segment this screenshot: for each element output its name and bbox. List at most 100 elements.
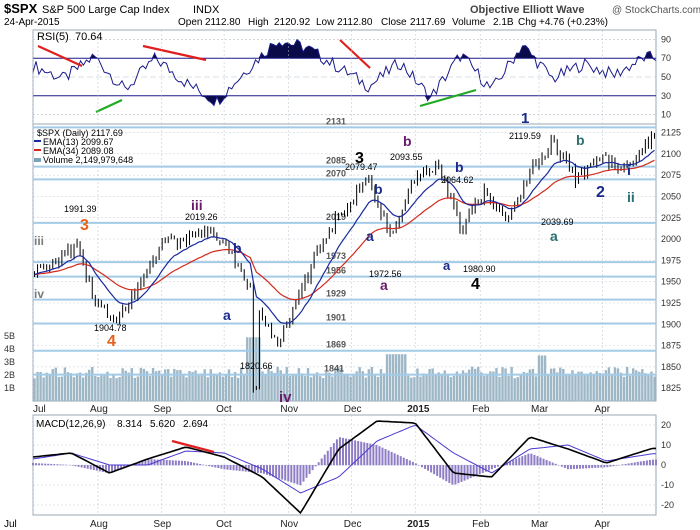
volume-bar (552, 368, 556, 401)
volume-bar (565, 374, 568, 401)
volume-bar (619, 372, 623, 401)
macd-histogram-bar (630, 462, 633, 466)
macd-tick-label: 20 (661, 420, 671, 430)
price-tick-label: 1900 (661, 319, 681, 329)
macd-histogram-bar (199, 463, 202, 466)
rsi-tick-label: 30 (661, 91, 671, 101)
volume-bar (236, 377, 240, 401)
volume-bar (407, 375, 410, 401)
volume-bar (51, 369, 54, 401)
volume-bar (580, 371, 583, 401)
rsi-tick-label: 70 (661, 53, 671, 63)
volume-bar (595, 371, 598, 401)
volume-bar (224, 374, 228, 401)
level-label: 2085 (326, 156, 346, 166)
volume-bar (81, 377, 85, 401)
volume-bar (106, 371, 109, 401)
x-tick-label: Aug (90, 519, 108, 530)
macd-histogram-bar (402, 457, 405, 466)
macd-histogram-bar (387, 450, 390, 466)
volume-bar (428, 368, 431, 401)
chart-symbol: $SPX (4, 1, 38, 16)
macd-tick-label: -10 (661, 480, 674, 490)
macd-histogram-bar (220, 465, 223, 469)
price-label-2079: 2079.47 (345, 162, 378, 172)
price-tick-label: 2075 (661, 170, 681, 180)
macd-tick-label: -20 (661, 500, 674, 510)
macd-histogram-bar (615, 465, 618, 466)
price-label-2019: 2019.26 (185, 212, 218, 222)
volume-bar (559, 367, 562, 401)
macd-histogram-bar (114, 465, 117, 472)
price-tick-label: 1850 (661, 362, 681, 372)
macd-histogram-bar (95, 465, 98, 471)
x-tick-label: Apr (594, 404, 610, 415)
volume-bar (45, 372, 48, 401)
macd-histogram-bar (496, 465, 499, 467)
macd-histogram-bar (71, 465, 74, 466)
macd-histogram-bar (41, 463, 44, 466)
rsi-layer (32, 38, 657, 115)
macd-histogram-bar (174, 460, 177, 466)
volume-bar (373, 374, 377, 401)
volume-bar (176, 370, 179, 401)
open-value: 2112.80 (205, 17, 241, 28)
chart-date: 24-Apr-2015 (4, 17, 60, 28)
macd-histogram-bar (518, 457, 521, 466)
volume-bar (94, 376, 97, 401)
macd-histogram-bar (475, 465, 478, 476)
macd-histogram-bar (621, 464, 624, 466)
wave-label-3-black: 3 (355, 150, 364, 167)
volume-bar (498, 376, 501, 401)
macd-histogram-bar (448, 465, 451, 483)
macd-histogram-bar (317, 462, 320, 466)
price-layer: 2131 2085 2070 2019 1973 1956 1929 1901 1869 1841 (32, 30, 656, 515)
volume-bar (230, 376, 234, 401)
macd-histogram-bar (645, 460, 648, 466)
volume-bar (91, 366, 94, 401)
macd-histogram-bar (636, 461, 639, 466)
macd-histogram-bar (509, 461, 512, 466)
rsi-title: RSI(5) (37, 31, 69, 43)
macd-histogram-bar (101, 465, 104, 472)
volume-bar (343, 373, 346, 401)
volume-bar (279, 370, 282, 401)
macd-histogram-bar (351, 439, 354, 466)
macd-histogram-bar (609, 465, 612, 467)
volume-bar (437, 372, 440, 401)
wave-label-a-jan: a (443, 258, 451, 273)
volume-bar (194, 370, 197, 401)
open-label: Open (178, 17, 202, 28)
x-tick-label: Dec (344, 519, 362, 530)
volume-bar (495, 367, 498, 401)
volume-bar (367, 369, 371, 401)
volume-bar (519, 375, 522, 401)
volume-bar (452, 375, 456, 401)
macd-histogram-bar (323, 454, 326, 466)
volume-bar (33, 378, 36, 401)
price-tick-label: 1975 (661, 255, 681, 265)
volume-bar (297, 368, 301, 401)
volume-bar (583, 374, 586, 401)
legend-volume: Volume 2,149,979,648 (43, 155, 133, 165)
volume-bar (525, 372, 529, 401)
volume-bar (221, 376, 225, 401)
macd-histogram-bar (269, 465, 272, 476)
macd-histogram-bar (211, 465, 214, 467)
macd-histogram-bar (150, 459, 153, 466)
macd-histogram-bar (642, 460, 645, 466)
macd-histogram-bar (466, 465, 469, 480)
volume-bar (261, 371, 264, 401)
macd-histogram-bar (332, 443, 335, 466)
volume-bar (443, 370, 446, 401)
x-label-jul-left: Jul (4, 519, 17, 530)
macd-histogram-bar (442, 465, 445, 480)
volume-bar (616, 368, 620, 401)
level-label: 1929 (326, 289, 346, 299)
volume-bar (334, 367, 337, 401)
macd-histogram-bar (603, 465, 606, 468)
volume-bar (185, 377, 188, 401)
macd-histogram-bar (183, 460, 186, 466)
rsi-trendline (419, 88, 477, 108)
